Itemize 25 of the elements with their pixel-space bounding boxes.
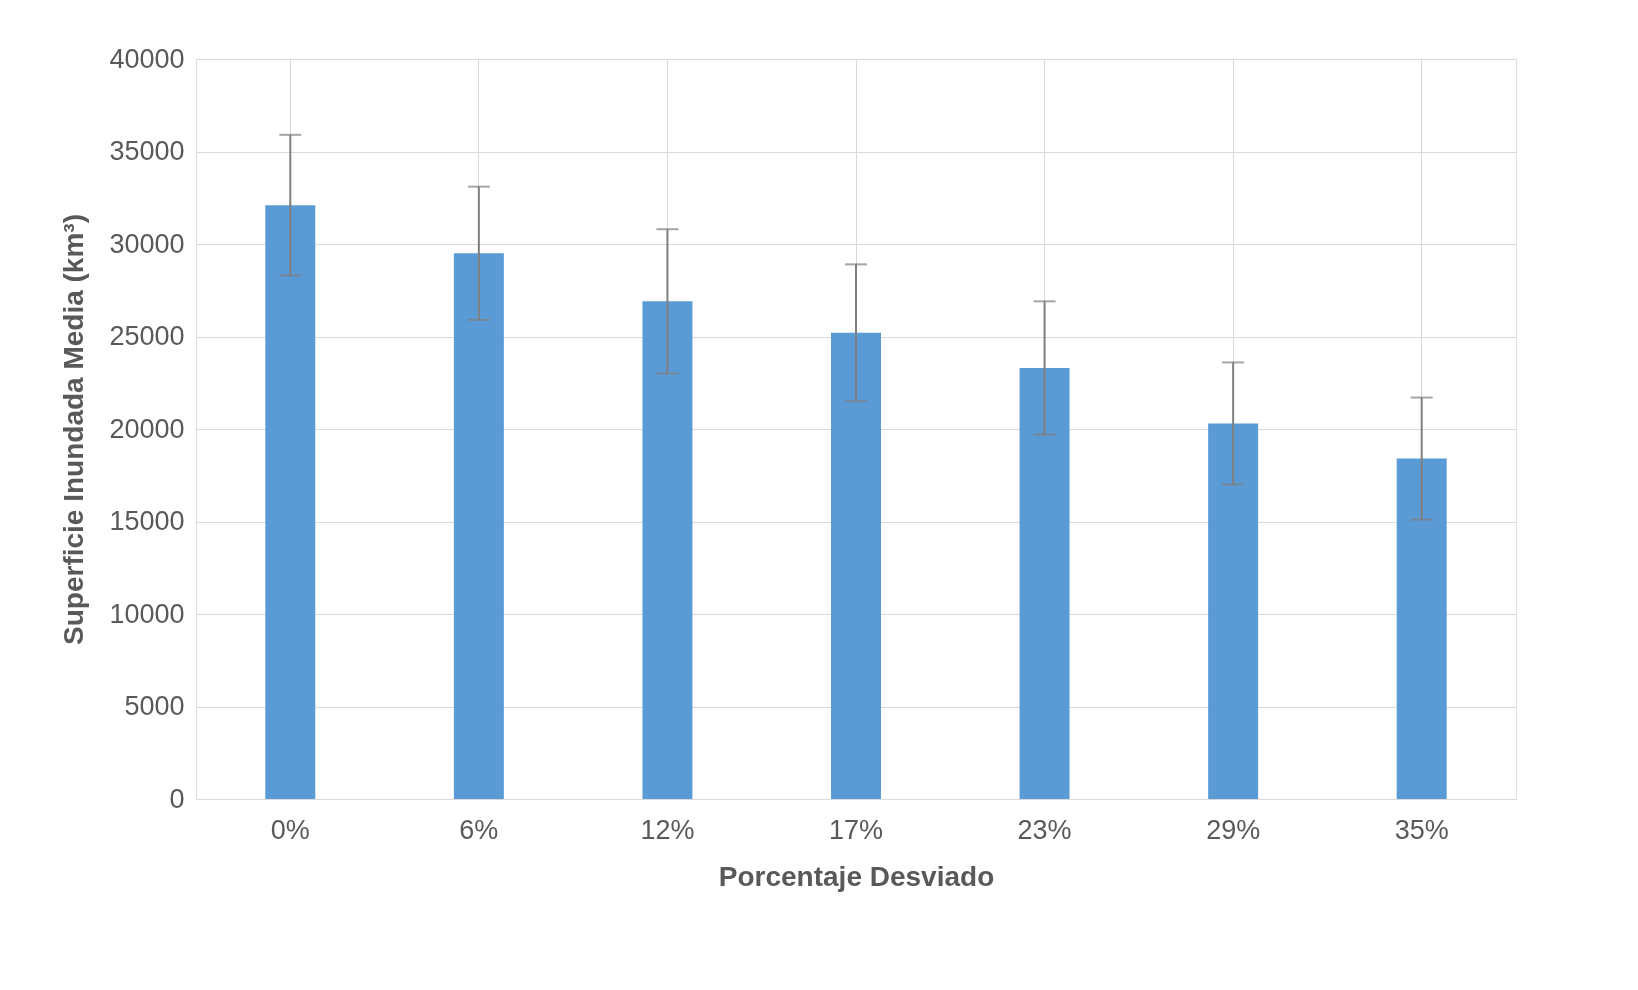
x-axis-title: Porcentaje Desviado <box>718 860 995 892</box>
y-tick-label: 25000 <box>109 321 185 351</box>
bar <box>453 253 504 799</box>
y-tick-label: 5000 <box>124 691 185 721</box>
bar <box>265 205 316 799</box>
y-tick-label: 30000 <box>109 228 185 259</box>
x-tick-label: 6% <box>459 814 499 845</box>
y-tick-label: 35000 <box>109 136 185 166</box>
y-tick-label: 40000 <box>109 43 185 74</box>
bar <box>1396 458 1447 799</box>
x-tick-label: 23% <box>1017 814 1072 845</box>
y-tick-label: 10000 <box>109 598 185 629</box>
x-tick-label: 17% <box>828 814 884 845</box>
bar <box>831 332 881 799</box>
x-tick-label: 29% <box>1206 814 1261 845</box>
y-tick-label: 15000 <box>109 506 185 536</box>
y-tick-label: 20000 <box>109 413 185 444</box>
y-axis-title: Superficie Inundada Media (km³) <box>58 214 90 645</box>
bar <box>1019 367 1070 799</box>
bar <box>642 301 693 799</box>
bar <box>1208 423 1259 799</box>
x-tick-label: 0% <box>270 814 310 845</box>
y-tick-label: 0 <box>169 783 185 814</box>
x-tick-label: 35% <box>1394 814 1449 845</box>
x-tick-label: 12% <box>640 814 695 845</box>
